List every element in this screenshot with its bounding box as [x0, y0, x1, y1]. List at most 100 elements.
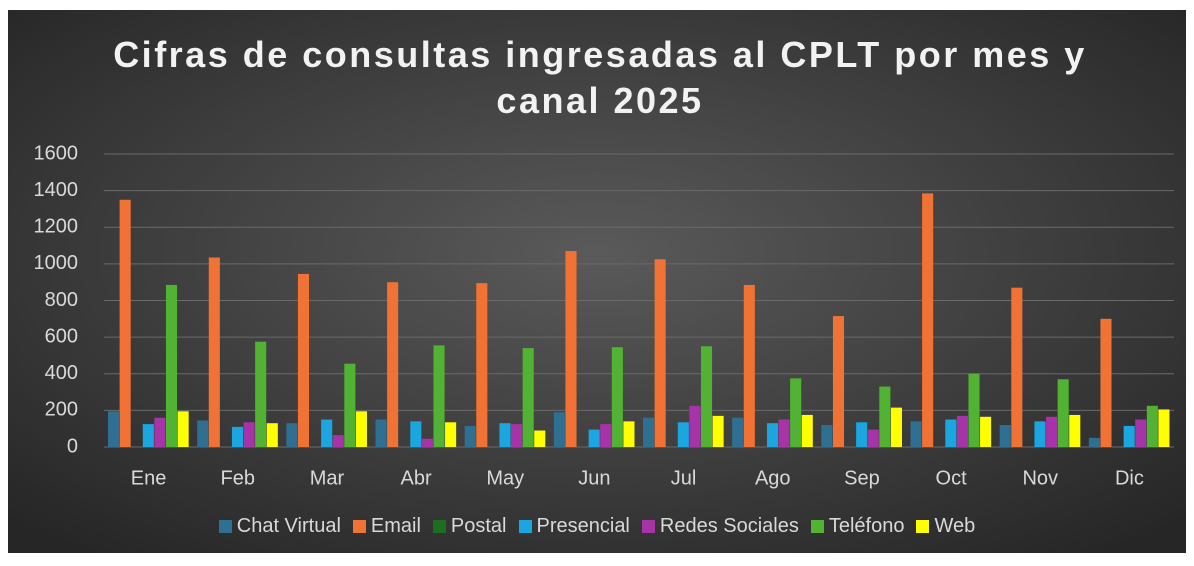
- legend: Chat Virtual Email Postal Presencial Redes S…: [8, 515, 1186, 538]
- bar: [208, 257, 220, 447]
- bar: [1146, 405, 1158, 447]
- x-tick-label: Ago: [755, 467, 791, 489]
- bar: [476, 283, 488, 447]
- legend-item: Presencial: [518, 515, 630, 538]
- bar: [766, 423, 779, 447]
- bar: [355, 411, 367, 447]
- legend-item: Email: [352, 515, 421, 538]
- bar: [464, 425, 476, 447]
- bar: [255, 341, 267, 447]
- bar: [332, 435, 344, 447]
- bar: [689, 405, 701, 447]
- bar: [879, 386, 891, 447]
- legend-label: Redes Sociales: [659, 515, 799, 537]
- legend-swatch: [518, 520, 532, 533]
- bar: [790, 378, 802, 447]
- bar: [611, 347, 623, 447]
- bar: [565, 251, 577, 447]
- bar: [1034, 421, 1046, 447]
- x-tick-label: Jul: [671, 467, 697, 489]
- bar: [1135, 419, 1147, 447]
- x-tick-label: Mar: [310, 467, 345, 489]
- legend-label: Postal: [450, 515, 507, 537]
- bar: [654, 259, 666, 447]
- bar: [231, 426, 244, 447]
- bar: [890, 407, 902, 447]
- bar: [956, 415, 968, 447]
- legend-item: Postal: [432, 515, 507, 538]
- bar: [534, 430, 546, 447]
- bar: [445, 422, 457, 447]
- bar: [832, 316, 845, 447]
- legend-label: Web: [934, 515, 976, 537]
- legend-item: Teléfono: [810, 515, 905, 538]
- chart-title: Cifras de consultas ingresadas al CPLT p…: [113, 34, 1087, 121]
- y-tick-label: 1600: [34, 142, 79, 164]
- bar: [1011, 287, 1023, 447]
- y-tick-label: 800: [45, 289, 78, 311]
- chart-background: [8, 10, 1186, 553]
- bar: [266, 423, 278, 447]
- bar: [511, 424, 523, 447]
- bar: [243, 422, 255, 447]
- y-tick-label: 1200: [34, 216, 79, 238]
- legend-label: Email: [370, 515, 421, 537]
- bar: [677, 422, 689, 447]
- bar: [177, 411, 189, 447]
- y-tick-label: 1400: [34, 179, 79, 201]
- x-tick-label: Abr: [401, 467, 432, 489]
- bar: [1100, 318, 1112, 447]
- bar: [643, 417, 655, 447]
- bar: [499, 423, 511, 447]
- bar: [1069, 414, 1081, 447]
- legend-label: Chat Virtual: [236, 515, 341, 537]
- bar: [1158, 409, 1170, 447]
- bar: [375, 419, 387, 447]
- bar: [553, 412, 565, 447]
- legend-label: Teléfono: [828, 515, 905, 537]
- bar: [999, 425, 1011, 447]
- x-tick-label: Jun: [578, 467, 610, 489]
- bar: [108, 411, 120, 447]
- x-tick-label: Nov: [1022, 467, 1058, 489]
- legend-swatch: [352, 520, 366, 533]
- bar: [1057, 379, 1069, 447]
- bar: [801, 414, 813, 447]
- bar: [945, 419, 957, 447]
- legend-swatch: [432, 520, 446, 533]
- bar: [344, 363, 356, 447]
- bar: [119, 199, 131, 447]
- bar: [743, 284, 755, 447]
- legend-swatch: [218, 520, 232, 533]
- y-tick-label: 400: [45, 362, 78, 384]
- bar: [778, 419, 790, 447]
- legend-label: Presencial: [536, 515, 630, 537]
- bar: [286, 423, 298, 447]
- legend-item: Web: [916, 515, 975, 538]
- bar: [1046, 416, 1058, 447]
- legend-swatch: [810, 520, 824, 533]
- bar: [856, 422, 868, 447]
- y-tick-label: 600: [45, 325, 78, 347]
- bar: [712, 415, 724, 447]
- y-tick-label: 1000: [34, 252, 79, 274]
- bar: [433, 345, 445, 447]
- bar: [623, 421, 635, 447]
- legend-item: Chat Virtual: [218, 515, 341, 538]
- x-tick-label: Dic: [1115, 467, 1144, 489]
- bar: [922, 193, 934, 447]
- bar: [1123, 425, 1135, 447]
- bar: [968, 373, 980, 447]
- bar: [867, 429, 879, 447]
- x-tick-label: Oct: [936, 467, 968, 489]
- bar: [732, 417, 744, 447]
- bar: [588, 429, 600, 447]
- bar: [297, 273, 310, 447]
- grid: 0 200 400 600 800 1000 1200 1400 1600: [34, 142, 1174, 457]
- x-tick-label: Sep: [844, 467, 880, 489]
- x-tick-label: May: [486, 467, 524, 489]
- bars: Ene Feb Mar Abr May Jun Jul Ago Sep Oct Nov Dic: [108, 193, 1170, 489]
- y-tick-label: 0: [67, 435, 78, 457]
